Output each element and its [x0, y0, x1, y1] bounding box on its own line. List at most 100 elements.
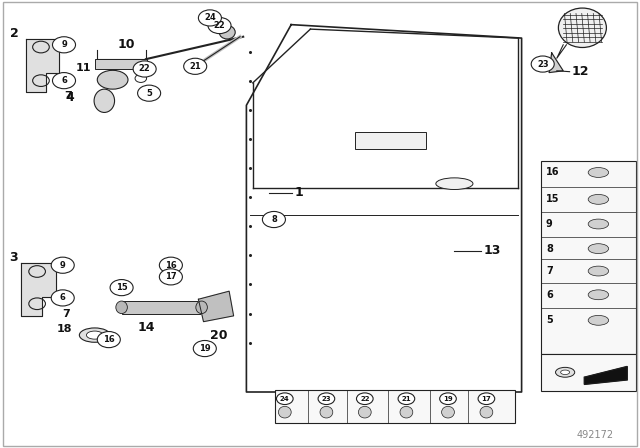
Circle shape [51, 290, 74, 306]
Ellipse shape [588, 168, 609, 177]
Circle shape [97, 332, 120, 348]
Text: 13: 13 [483, 244, 500, 258]
Text: 16: 16 [546, 168, 559, 177]
Text: 16: 16 [165, 261, 177, 270]
Circle shape [276, 393, 293, 405]
Ellipse shape [97, 70, 128, 89]
Ellipse shape [86, 331, 103, 339]
Text: 17: 17 [165, 272, 177, 281]
Text: 17: 17 [481, 396, 492, 402]
Text: 22: 22 [139, 65, 150, 73]
Bar [541, 354, 636, 391]
Text: 3: 3 [10, 250, 18, 264]
Ellipse shape [556, 367, 575, 377]
Ellipse shape [196, 301, 207, 314]
Circle shape [52, 73, 76, 89]
Text: 5: 5 [546, 315, 553, 325]
Polygon shape [584, 366, 627, 384]
Text: 8: 8 [546, 244, 553, 254]
Text: 8: 8 [271, 215, 276, 224]
Circle shape [159, 269, 182, 285]
Circle shape [138, 85, 161, 101]
Ellipse shape [116, 301, 127, 314]
Text: 15: 15 [116, 283, 127, 292]
Circle shape [51, 257, 74, 273]
Text: 16: 16 [103, 335, 115, 344]
Ellipse shape [480, 406, 493, 418]
Ellipse shape [320, 406, 333, 418]
Polygon shape [549, 53, 563, 73]
Text: 9: 9 [546, 219, 553, 229]
Text: 5: 5 [146, 89, 152, 98]
Circle shape [133, 61, 156, 77]
Text: 7: 7 [64, 91, 72, 101]
Circle shape [318, 393, 335, 405]
Text: 14: 14 [138, 320, 155, 334]
Text: 6: 6 [546, 290, 553, 300]
Ellipse shape [588, 290, 609, 300]
Ellipse shape [588, 315, 609, 325]
Text: 22: 22 [360, 396, 369, 402]
Ellipse shape [400, 406, 413, 418]
Text: 24: 24 [280, 396, 290, 402]
Text: 21: 21 [189, 62, 201, 71]
Text: 10: 10 [117, 38, 134, 52]
Text: 492172: 492172 [577, 430, 614, 439]
Text: 6: 6 [60, 293, 66, 302]
Text: 2: 2 [10, 27, 19, 40]
Text: 9: 9 [61, 40, 67, 49]
Text: 12: 12 [572, 65, 589, 78]
Circle shape [398, 393, 415, 405]
Text: 6: 6 [61, 76, 67, 85]
Circle shape [440, 393, 456, 405]
Ellipse shape [94, 89, 115, 112]
Ellipse shape [588, 244, 609, 254]
Polygon shape [26, 39, 59, 92]
Ellipse shape [442, 406, 454, 418]
Circle shape [531, 56, 554, 72]
Text: 18: 18 [56, 324, 72, 334]
Text: 7: 7 [546, 266, 553, 276]
Circle shape [262, 211, 285, 228]
Ellipse shape [588, 194, 609, 204]
Bar [275, 390, 515, 423]
Text: 23: 23 [321, 396, 332, 402]
Text: 20: 20 [210, 328, 227, 342]
Ellipse shape [278, 406, 291, 418]
Text: 15: 15 [546, 194, 559, 204]
Circle shape [52, 37, 76, 53]
Text: 9: 9 [60, 261, 65, 270]
Ellipse shape [588, 219, 609, 229]
Ellipse shape [358, 406, 371, 418]
Bar [95, 59, 147, 69]
Circle shape [193, 340, 216, 357]
Ellipse shape [219, 26, 236, 39]
Ellipse shape [561, 370, 570, 375]
Circle shape [356, 393, 373, 405]
Ellipse shape [436, 178, 473, 190]
Circle shape [208, 17, 231, 34]
Bar [355, 132, 426, 149]
Ellipse shape [558, 8, 607, 47]
Ellipse shape [79, 328, 110, 342]
Bar [122, 301, 202, 314]
Circle shape [159, 257, 182, 273]
Circle shape [110, 280, 133, 296]
Text: 1: 1 [294, 186, 303, 199]
Circle shape [184, 58, 207, 74]
Text: 11: 11 [76, 63, 91, 73]
Text: 22: 22 [214, 21, 225, 30]
Text: 7: 7 [63, 310, 70, 319]
Polygon shape [21, 263, 56, 316]
Text: 23: 23 [537, 60, 548, 69]
Circle shape [478, 393, 495, 405]
Bar [541, 161, 636, 354]
Text: 24: 24 [204, 13, 216, 22]
Ellipse shape [588, 266, 609, 276]
Polygon shape [198, 291, 234, 322]
Text: 19: 19 [443, 396, 453, 402]
Text: 4: 4 [65, 91, 74, 104]
Text: 19: 19 [199, 344, 211, 353]
Text: 21: 21 [401, 396, 412, 402]
Circle shape [198, 10, 221, 26]
